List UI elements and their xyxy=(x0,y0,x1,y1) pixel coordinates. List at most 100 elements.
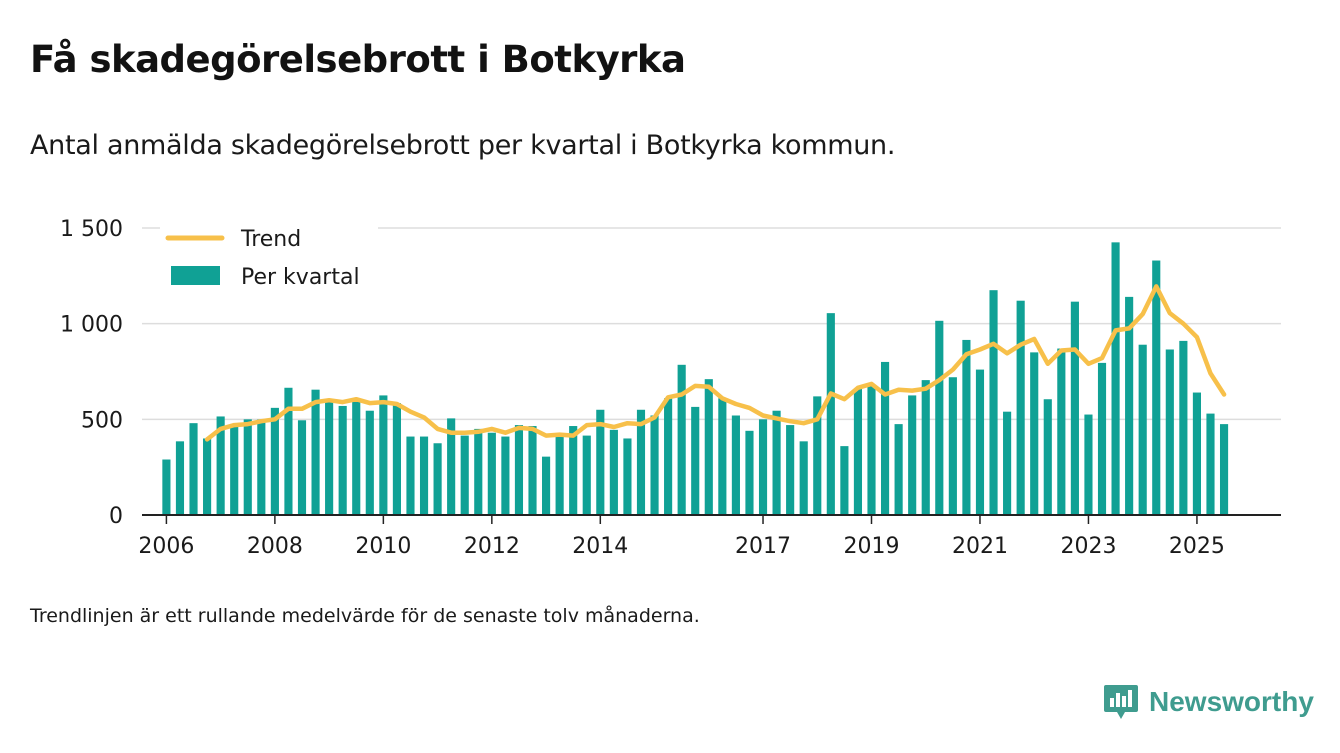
bar xyxy=(406,436,415,515)
y-tick-label: 1 000 xyxy=(60,313,123,338)
bar xyxy=(799,441,808,515)
bar xyxy=(677,364,686,515)
bar xyxy=(270,407,279,515)
bar xyxy=(352,400,361,515)
bar xyxy=(975,369,985,515)
bar xyxy=(325,402,334,515)
bar xyxy=(433,443,442,515)
bar xyxy=(731,415,740,515)
bar xyxy=(189,423,198,515)
bar xyxy=(894,424,903,515)
legend-bar-swatch xyxy=(171,266,220,285)
x-tick-label: 2023 xyxy=(1060,534,1116,559)
axis-layer: 0 500 1 000 1 500 2006 2008 2010 2012 2014 2017 20… xyxy=(60,217,1281,559)
bar xyxy=(501,436,510,515)
chart-title: Få skadegörelsebrott i Botkyrka xyxy=(30,38,686,81)
bar xyxy=(1192,392,1201,515)
bar xyxy=(284,387,293,515)
x-tick-label: 2012 xyxy=(464,534,520,559)
bar xyxy=(718,398,727,515)
bar xyxy=(1043,399,1052,515)
bar xyxy=(555,434,564,515)
bar xyxy=(338,405,347,515)
bar xyxy=(623,438,632,515)
bar xyxy=(162,459,171,515)
bar xyxy=(826,313,835,515)
y-tick-label: 0 xyxy=(109,504,123,529)
bar xyxy=(989,290,998,515)
brand-name: Newsworthy xyxy=(1149,686,1314,717)
bar xyxy=(664,398,673,515)
bar xyxy=(813,396,822,515)
bar xyxy=(1152,260,1161,515)
bar xyxy=(908,395,917,515)
x-tick-label: 2025 xyxy=(1169,534,1225,559)
bar xyxy=(1179,340,1188,515)
bar xyxy=(840,446,849,515)
bar xyxy=(1206,413,1215,515)
bar xyxy=(867,384,876,515)
bar xyxy=(419,436,429,515)
bar xyxy=(1125,296,1134,515)
bar xyxy=(1097,362,1107,515)
chart-subtitle: Antal anmälda skadegörelsebrott per kvar… xyxy=(30,130,896,161)
bar xyxy=(962,339,971,515)
bar xyxy=(1165,349,1174,515)
x-tick-label: 2014 xyxy=(572,534,628,559)
bar xyxy=(460,435,469,515)
legend: Trend Per kvartal xyxy=(160,218,378,294)
x-tick-label: 2019 xyxy=(844,534,900,559)
newsworthy-logo-icon xyxy=(1104,685,1138,719)
bar xyxy=(948,377,957,515)
bar xyxy=(582,435,591,515)
bar xyxy=(379,395,388,515)
bar xyxy=(569,426,578,515)
bar xyxy=(311,389,320,515)
bar xyxy=(203,438,212,515)
bar xyxy=(1111,242,1120,515)
x-tick-label: 2008 xyxy=(247,534,303,559)
x-tick-label: 2021 xyxy=(952,534,1008,559)
bar xyxy=(447,418,456,515)
bar xyxy=(528,426,537,515)
footnote: Trendlinjen är ett rullande medelvärde f… xyxy=(30,605,700,627)
bar xyxy=(609,429,618,515)
x-tick-label: 2017 xyxy=(735,534,791,559)
bar xyxy=(1070,301,1079,515)
bar xyxy=(297,420,307,515)
x-tick-label: 2006 xyxy=(138,534,194,559)
bar xyxy=(216,416,225,515)
bar xyxy=(392,403,401,515)
trend-line xyxy=(204,284,1227,442)
bar xyxy=(704,379,713,515)
bar xyxy=(745,430,754,515)
bar xyxy=(596,409,605,515)
bar xyxy=(853,388,863,515)
bar xyxy=(772,410,781,515)
bar xyxy=(935,320,944,515)
trend-layer xyxy=(204,284,1227,442)
bar xyxy=(1003,411,1012,515)
bar xyxy=(1030,352,1039,515)
bar xyxy=(880,361,890,515)
bar xyxy=(758,419,768,515)
brand-logo: Newsworthy xyxy=(1103,683,1314,721)
bar xyxy=(542,456,551,515)
bar xyxy=(650,415,659,515)
bar xyxy=(487,432,496,515)
bar xyxy=(474,428,483,515)
legend-bar-label: Per kvartal xyxy=(241,265,360,290)
bar xyxy=(243,419,252,515)
bar xyxy=(1219,424,1229,515)
bar xyxy=(1138,344,1147,515)
x-tick-label: 2010 xyxy=(355,534,411,559)
y-tick-label: 1 500 xyxy=(60,217,123,242)
bar xyxy=(514,425,524,515)
bar xyxy=(1057,348,1066,515)
bar xyxy=(230,424,239,515)
bar xyxy=(691,406,700,515)
bar xyxy=(365,410,374,515)
bar xyxy=(921,380,930,515)
bar xyxy=(786,425,795,515)
